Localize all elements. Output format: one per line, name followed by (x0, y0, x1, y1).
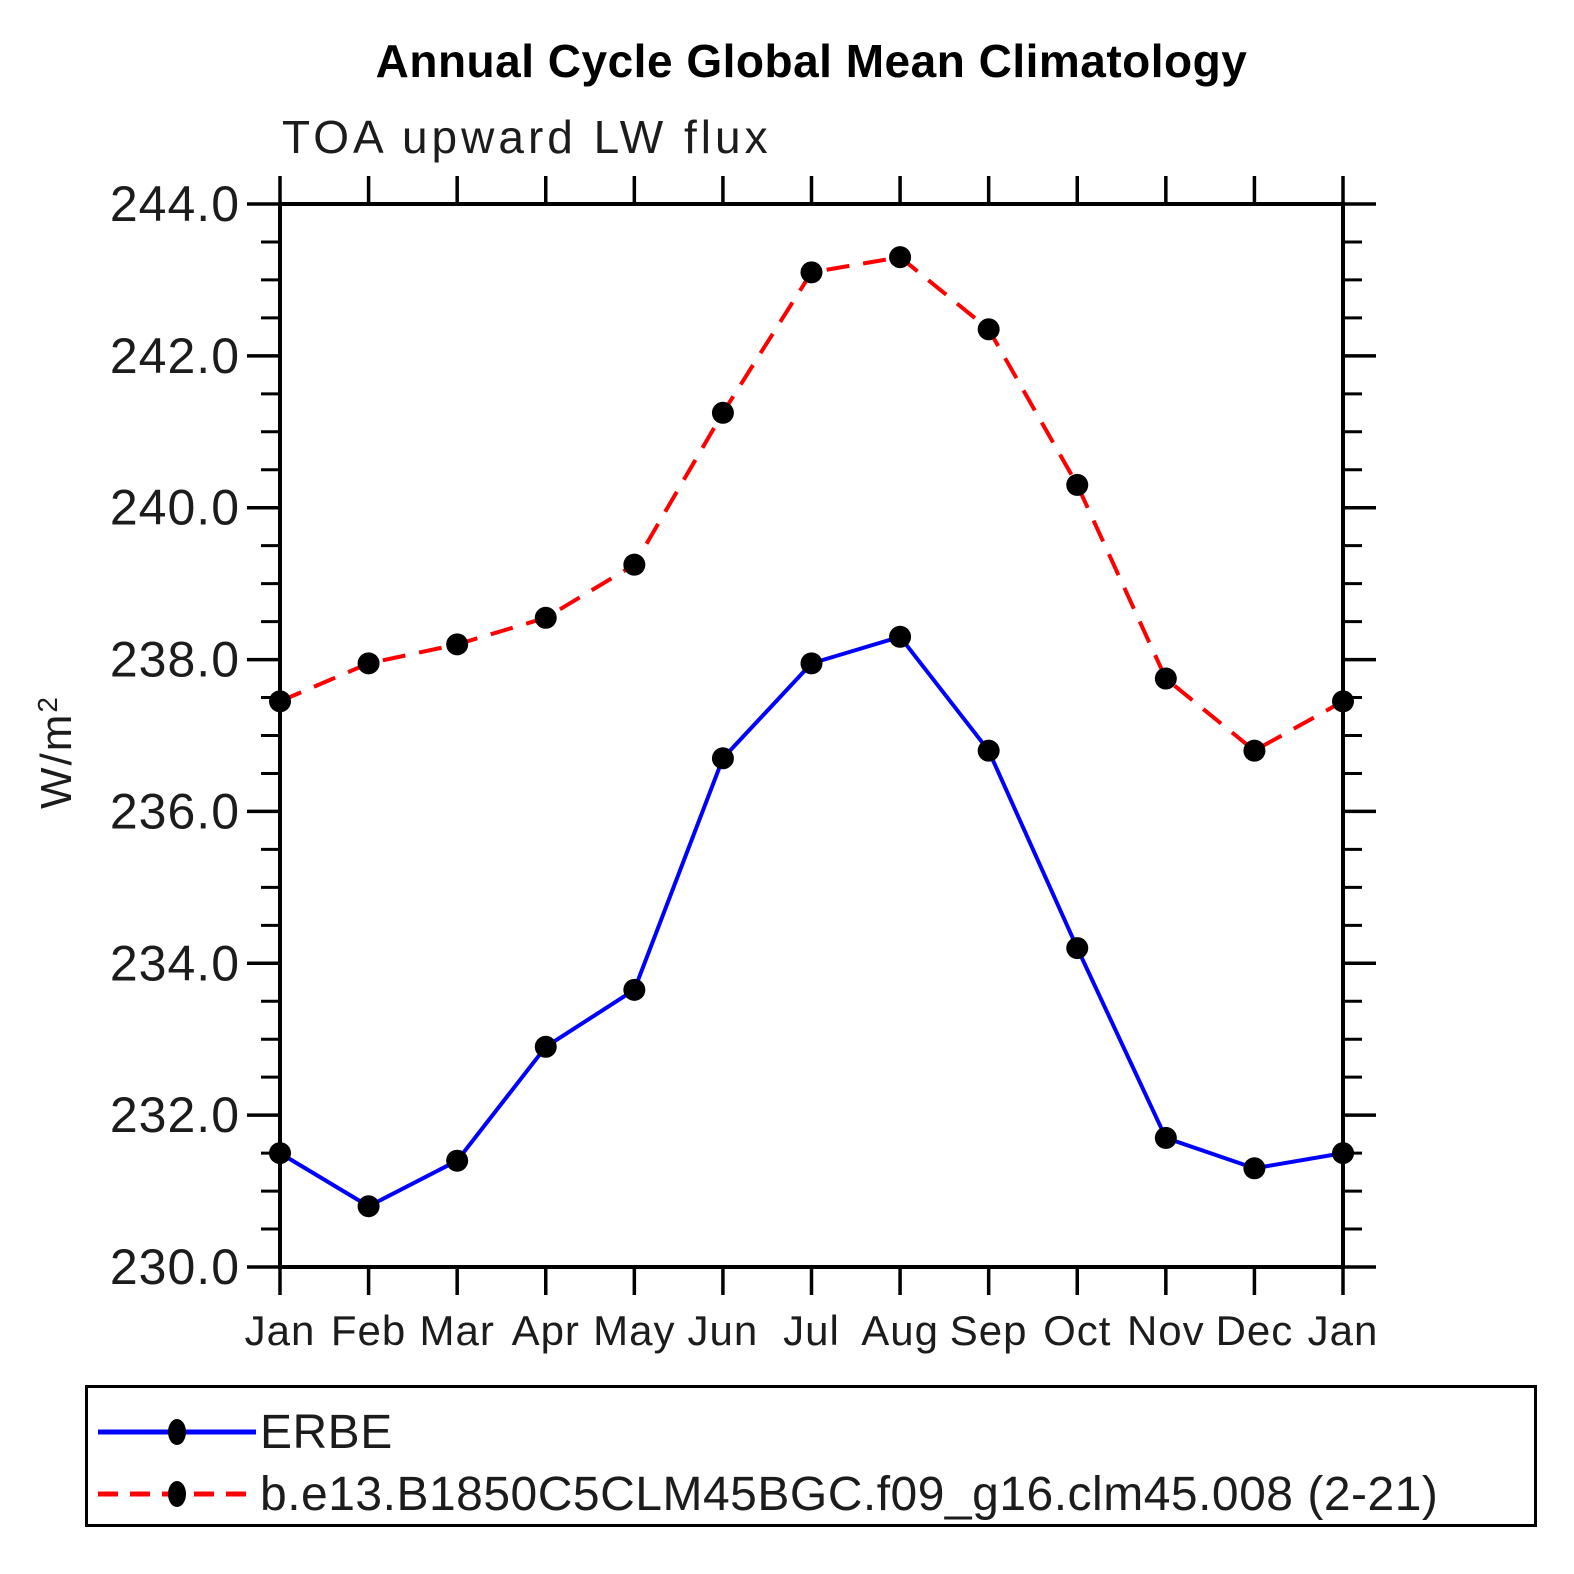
x-tick-label: Apr (512, 1307, 580, 1354)
x-tick-label: Dec (1216, 1307, 1294, 1354)
chart-subtitle: TOA upward LW flux (282, 111, 772, 163)
legend-item-erbe: ERBE (96, 1405, 393, 1459)
data-point-model-feb-1 (357, 652, 380, 675)
x-tick-label: Sep (950, 1307, 1028, 1354)
legend-marker-dot-icon (168, 1419, 186, 1445)
chart-title: Annual Cycle Global Mean Climatology (375, 35, 1248, 87)
data-point-erbe-jan-12 (1332, 1142, 1354, 1165)
data-point-model-mar-2 (446, 633, 469, 656)
y-tick-label: 234.0 (110, 935, 240, 991)
y-tick-label: 232.0 (110, 1087, 240, 1143)
series-line-erbe (278, 634, 1344, 1209)
legend: ERBE b.e13.B1850C5CLM45BGC.f09_g16.clm45… (85, 1385, 1537, 1527)
data-point-model-apr-3 (534, 606, 557, 629)
data-point-erbe-jan-0 (269, 1142, 291, 1165)
legend-marker-dot-icon (168, 1481, 186, 1507)
x-tick-label: Jan (1308, 1307, 1379, 1354)
data-point-model-jan-0 (269, 690, 291, 713)
data-point-erbe-dec-11 (1243, 1157, 1266, 1180)
legend-line-solid-icon (98, 1419, 256, 1445)
data-point-erbe-apr-3 (534, 1035, 557, 1058)
data-point-model-jun-5 (711, 401, 734, 424)
legend-label-erbe: ERBE (260, 1405, 393, 1459)
legend-item-model: b.e13.B1850C5CLM45BGC.f09_g16.clm45.008 … (96, 1467, 1439, 1521)
data-point-erbe-nov-10 (1154, 1126, 1177, 1149)
data-point-model-oct-9 (1066, 473, 1089, 496)
y-tick-label: 236.0 (110, 783, 240, 839)
x-tick-label: Jan (245, 1307, 316, 1354)
y-tick-label: 238.0 (110, 632, 240, 688)
data-point-model-nov-10 (1154, 667, 1177, 690)
x-tick-label: Jul (783, 1307, 840, 1354)
data-point-model-jul-6 (800, 261, 823, 284)
x-tick-label: Nov (1127, 1307, 1205, 1354)
data-point-erbe-sep-8 (977, 739, 1000, 762)
x-tick-label: Feb (331, 1307, 406, 1354)
data-point-model-sep-8 (977, 318, 1000, 341)
data-point-model-jan-12 (1332, 690, 1354, 713)
data-point-erbe-jul-6 (800, 652, 823, 675)
x-tick-label: May (593, 1307, 675, 1354)
data-point-model-may-4 (623, 553, 646, 576)
y-tick-label: 244.0 (110, 176, 240, 232)
data-point-erbe-feb-1 (357, 1195, 380, 1218)
data-point-erbe-mar-2 (446, 1149, 469, 1172)
plot-frame (278, 202, 1345, 1269)
x-tick-label: Mar (419, 1307, 494, 1354)
y-tick-label: 240.0 (110, 480, 240, 536)
y-tick-label: 230.0 (110, 1239, 240, 1295)
data-point-erbe-aug-7 (889, 625, 912, 648)
y-tick-label: 242.0 (110, 328, 240, 384)
x-tick-label: Jun (688, 1307, 759, 1354)
legend-label-model: b.e13.B1850C5CLM45BGC.f09_g16.clm45.008 … (260, 1467, 1439, 1521)
data-point-erbe-jun-5 (711, 747, 734, 770)
data-point-erbe-may-4 (623, 978, 646, 1001)
data-point-erbe-oct-9 (1066, 937, 1089, 960)
x-tick-label: Aug (861, 1307, 939, 1354)
x-tick-label: Oct (1043, 1307, 1111, 1354)
data-point-model-aug-7 (889, 246, 912, 269)
series-line-model (279, 255, 1344, 753)
legend-line-dashed-icon (98, 1481, 256, 1507)
data-point-model-dec-11 (1243, 739, 1266, 762)
